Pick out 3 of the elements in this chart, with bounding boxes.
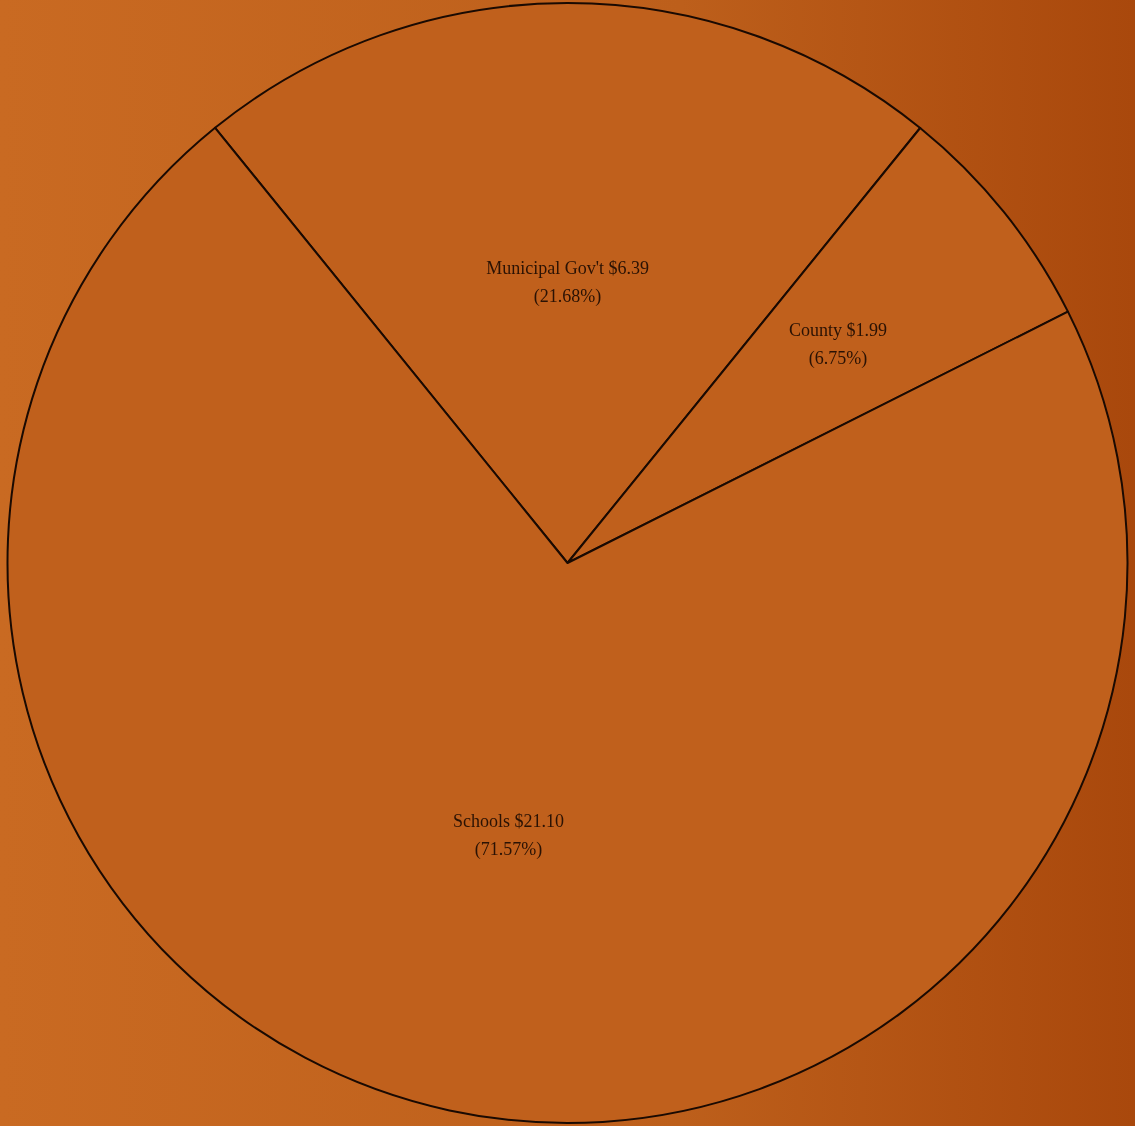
- slice-label: Municipal Gov't $6.39 (21.68%): [486, 257, 649, 307]
- slice-label: County $1.99 (6.75%): [789, 320, 888, 370]
- slice-label: Schools $21.10 (71.57%): [452, 811, 564, 861]
